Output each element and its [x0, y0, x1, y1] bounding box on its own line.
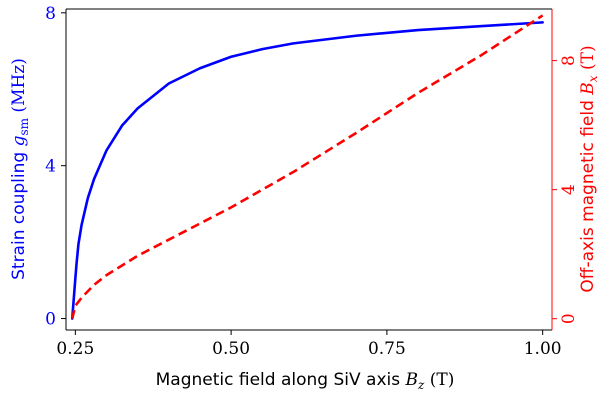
- x-tick-label: 1.00: [524, 339, 562, 359]
- plot-area: [65, 8, 553, 331]
- y-right-tick-label: 0: [559, 313, 579, 324]
- y-left-tick-label: 0: [45, 310, 56, 330]
- y-right-label-var: B: [578, 82, 598, 96]
- x-axis-label-var: B: [405, 370, 419, 390]
- x-axis-label-text: Magnetic field along SiV axis: [156, 370, 406, 390]
- series-line-right: [70, 14, 544, 320]
- y-right-label-unit: (T): [578, 45, 598, 75]
- y-left-label-var: g: [9, 135, 29, 146]
- y-left-label-sub: sm: [17, 117, 31, 135]
- x-tick-label: 0.75: [368, 339, 406, 359]
- y-right-axis-label: Off-axis magnetic field Bx (T): [578, 45, 600, 292]
- x-axis-label-unit: (T): [424, 370, 454, 390]
- y-right-label-text: Off-axis magnetic field: [578, 95, 598, 293]
- ticks: 0.25 0.50 0.75 1.00 0 4 8 0 4 8: [45, 4, 579, 359]
- y-left-label-unit: (MHz): [9, 58, 29, 118]
- x-axis-label: Magnetic field along SiV axis Bz (T): [156, 370, 455, 392]
- x-tick-label: 0.50: [212, 339, 250, 359]
- y-left-label-text: Strain coupling: [9, 146, 29, 280]
- x-axis-label-sub: z: [417, 378, 425, 392]
- series-line-left: [70, 21, 544, 320]
- y-right-tick-label: 8: [559, 55, 579, 66]
- y-left-tick-label: 8: [45, 4, 56, 24]
- y-right-tick-label: 4: [559, 184, 579, 195]
- x-tick-label: 0.25: [56, 339, 94, 359]
- y-left-axis-label: Strain coupling gsm (MHz): [9, 58, 31, 280]
- y-right-label-sub: x: [586, 75, 600, 82]
- y-left-tick-label: 4: [45, 157, 56, 177]
